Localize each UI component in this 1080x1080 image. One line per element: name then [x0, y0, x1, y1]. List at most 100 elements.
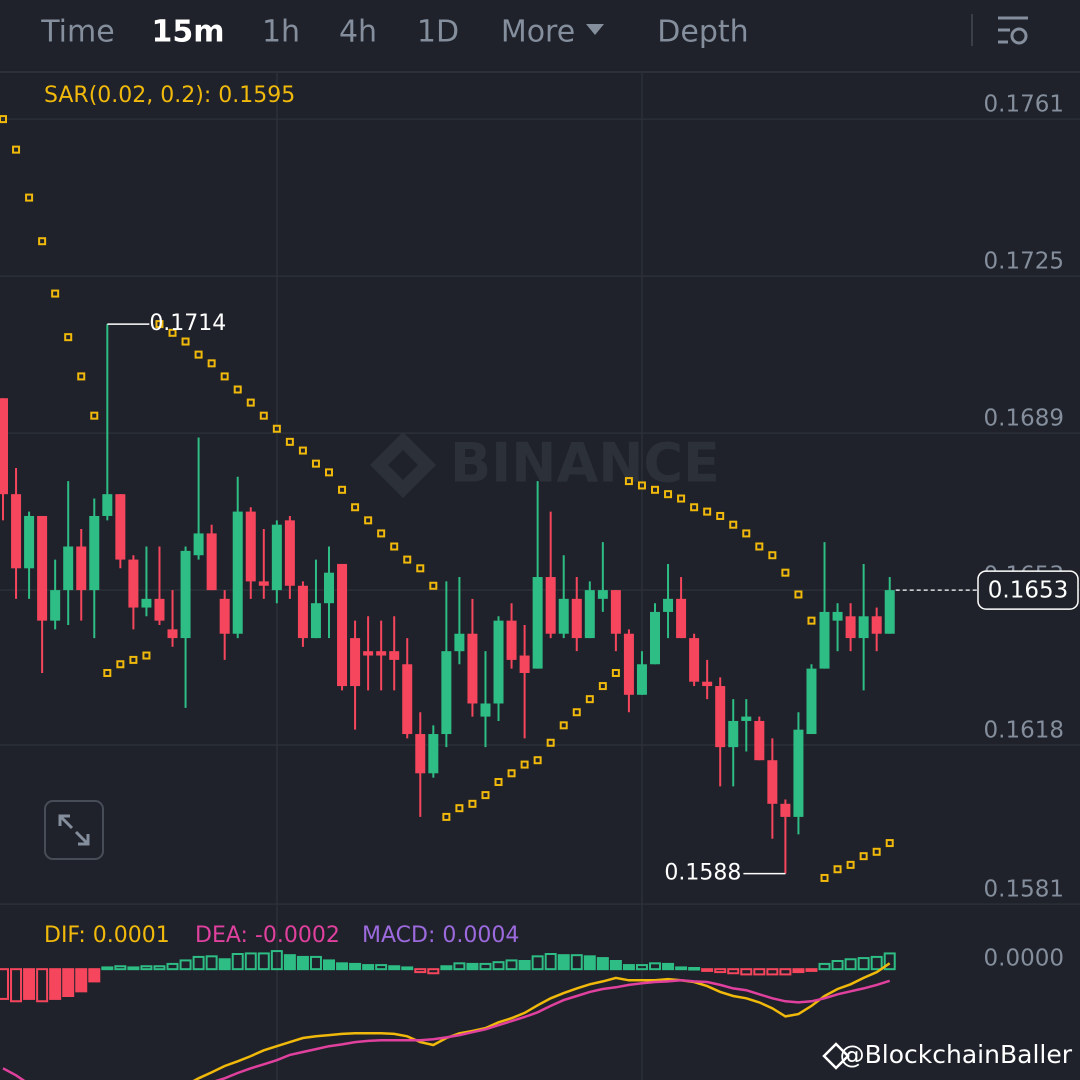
sar-dot	[455, 804, 464, 813]
macd-bar	[675, 966, 688, 971]
sar-dot	[755, 542, 764, 551]
macd-line	[192, 962, 891, 1080]
sar-dot	[768, 551, 777, 560]
macd-bar	[114, 965, 127, 971]
candle-body	[545, 577, 556, 634]
tab[interactable]: 4h	[339, 15, 377, 50]
sar-dot	[637, 481, 646, 490]
macd-bar	[635, 964, 648, 971]
candle-body	[245, 511, 256, 582]
sar-dot	[103, 668, 112, 677]
tab[interactable]: 15m	[151, 15, 224, 50]
candle-body	[0, 398, 8, 495]
candle-body	[193, 533, 204, 556]
macd-bar	[62, 968, 75, 998]
sar-dot	[716, 511, 725, 520]
macd-bar	[609, 960, 622, 971]
macd-bar	[257, 952, 270, 971]
macd-bar	[336, 962, 349, 971]
candle-body	[206, 533, 217, 591]
candle-body	[258, 581, 269, 586]
candle-body	[715, 686, 726, 748]
macd-bar	[844, 958, 857, 971]
watermark-text: BINANCE	[450, 432, 720, 495]
macd-bar	[140, 965, 153, 971]
price-label: 0.1653	[988, 578, 1068, 604]
settings-icon[interactable]	[998, 16, 1028, 45]
sar-dot	[168, 328, 177, 337]
candle-body	[610, 590, 621, 634]
sar-dot	[194, 350, 203, 359]
sar-dot	[729, 520, 738, 529]
macd-bar	[662, 962, 675, 971]
macd-bar	[596, 957, 609, 971]
sar-dot	[598, 682, 607, 691]
macd-bar	[375, 964, 388, 971]
sar-dot	[51, 289, 60, 298]
expand-button[interactable]	[44, 800, 104, 860]
macd-bar	[792, 968, 805, 974]
candle-body	[754, 720, 765, 761]
sar-dot	[285, 437, 294, 446]
macd-bar	[10, 968, 23, 1003]
sar-dot	[377, 529, 386, 538]
tab[interactable]: 1h	[262, 15, 300, 50]
macd-bar	[231, 953, 244, 971]
candle-body	[141, 598, 152, 608]
sar-dot	[520, 760, 529, 769]
macd-bar	[101, 966, 114, 971]
macd-bar	[427, 968, 440, 975]
sar-dot	[311, 459, 320, 468]
sar-dot	[624, 477, 633, 486]
candle-body	[24, 515, 35, 569]
macd-bar	[440, 965, 453, 971]
tab[interactable]: Depth	[657, 15, 748, 50]
sar-dot	[155, 320, 164, 329]
legend-entry: DIF: 0.0001	[44, 923, 170, 948]
macd-bar	[179, 959, 192, 971]
sar-dot	[429, 581, 438, 590]
y-tick-label: 0.0000	[984, 946, 1064, 972]
sar-dot	[468, 799, 477, 808]
sar-dot	[181, 337, 190, 346]
candle-body	[363, 651, 374, 656]
candle-body	[37, 515, 48, 621]
macd-bar	[870, 955, 883, 971]
candle-body	[741, 716, 752, 721]
candle-body	[806, 668, 817, 735]
sar-dot	[351, 503, 360, 512]
macd-bar	[296, 955, 309, 971]
sar-dot	[298, 446, 307, 455]
macd-bar	[466, 962, 479, 971]
macd-bar	[36, 968, 49, 1003]
sar-dot	[859, 852, 868, 861]
candle-body	[832, 611, 843, 621]
candle-body	[493, 620, 504, 704]
legend-entry: DEA: -0.0002	[195, 923, 340, 948]
sar-dot	[259, 411, 268, 420]
candle-body	[63, 546, 74, 591]
macd-bar	[818, 962, 831, 971]
sar-dot	[338, 485, 347, 494]
tab[interactable]: More	[501, 15, 575, 50]
candle-body	[271, 524, 282, 591]
macd-bar	[205, 955, 218, 971]
sar-dot	[546, 738, 555, 747]
macd-bar	[740, 968, 753, 976]
low-annotation: 0.1588	[664, 861, 741, 886]
high-annotation: 0.1714	[149, 311, 226, 336]
tab[interactable]: 1D	[417, 15, 459, 50]
candle-body	[845, 616, 856, 639]
more-arrow[interactable]	[586, 24, 604, 35]
candle-body	[871, 616, 882, 634]
sar-dot	[507, 769, 516, 778]
sar-dot	[403, 555, 412, 564]
sar-dot	[585, 695, 594, 704]
tab[interactable]: Time	[40, 15, 114, 50]
sar-dot	[390, 542, 399, 551]
sar-dot	[416, 564, 425, 573]
candle-body	[623, 633, 634, 695]
sar-dot	[233, 385, 242, 394]
price-box	[977, 570, 1079, 610]
